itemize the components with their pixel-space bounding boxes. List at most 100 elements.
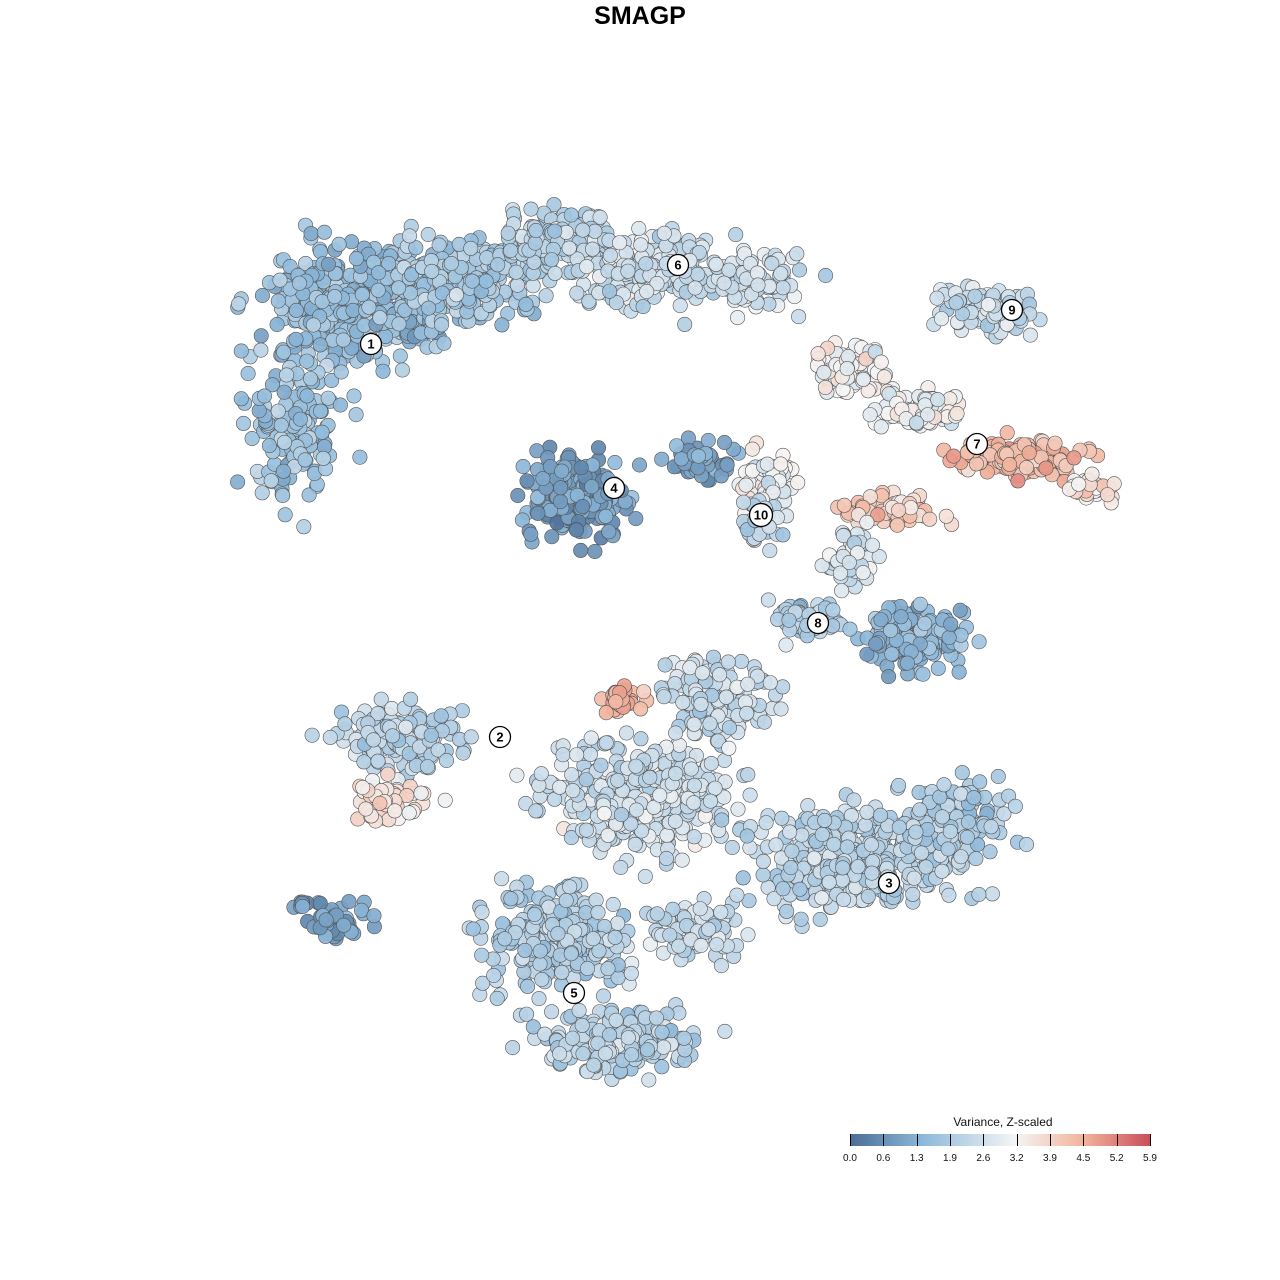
data-point: [610, 915, 626, 931]
data-point: [298, 255, 314, 271]
data-point: [327, 289, 343, 305]
data-point: [269, 316, 285, 332]
data-point: [322, 729, 338, 745]
data-point: [817, 379, 833, 395]
legend-tick-label: 0.6: [876, 1153, 891, 1164]
data-point: [891, 777, 907, 793]
data-point: [292, 411, 308, 427]
data-point: [778, 637, 794, 653]
data-point: [693, 696, 709, 712]
legend-tick-mark: [916, 1134, 918, 1146]
data-point: [863, 837, 879, 853]
data-point: [686, 777, 702, 793]
data-point: [598, 735, 614, 751]
data-point: [639, 283, 655, 299]
data-point: [855, 565, 871, 581]
data-point: [490, 257, 506, 273]
data-point: [253, 328, 269, 344]
data-point: [401, 805, 417, 821]
data-point: [233, 343, 249, 359]
data-point: [656, 1039, 672, 1055]
data-point: [929, 290, 945, 306]
data-point: [437, 792, 453, 808]
data-point: [903, 500, 919, 516]
data-point: [628, 511, 644, 527]
data-point: [648, 1010, 664, 1026]
data-point: [381, 255, 397, 271]
data-point: [814, 826, 830, 842]
data-point: [526, 906, 542, 922]
data-point: [817, 812, 833, 828]
data-point: [305, 317, 321, 333]
data-point: [583, 730, 599, 746]
data-point: [519, 473, 535, 489]
data-point: [1022, 327, 1038, 343]
cluster-label-text: 4: [610, 481, 618, 496]
data-point: [584, 241, 600, 257]
data-point: [713, 904, 729, 920]
data-point: [959, 829, 975, 845]
data-point: [276, 434, 292, 450]
data-point: [299, 353, 315, 369]
data-point: [608, 1012, 624, 1028]
data-point: [607, 929, 623, 945]
data-point: [673, 451, 689, 467]
data-point: [527, 235, 543, 251]
data-point: [509, 767, 525, 783]
data-point: [391, 316, 407, 332]
data-point: [397, 302, 413, 318]
data-point: [812, 911, 828, 927]
data-point: [687, 280, 703, 296]
data-point: [721, 740, 737, 756]
data-point: [464, 273, 480, 289]
cluster-label-text: 1: [367, 337, 374, 352]
data-point: [585, 931, 601, 947]
data-point: [233, 391, 249, 407]
legend-color-bar: [850, 1134, 1150, 1146]
data-point: [574, 1017, 590, 1033]
data-point: [876, 369, 892, 385]
data-point: [587, 543, 603, 559]
data-point: [392, 348, 408, 364]
data-point: [806, 850, 822, 866]
data-point: [424, 263, 440, 279]
cluster-label-1: 1: [359, 332, 383, 356]
data-point: [633, 731, 649, 747]
data-point: [835, 891, 851, 907]
data-point: [638, 256, 654, 272]
data-point: [343, 234, 359, 250]
legend-tick-mark: [1050, 1134, 1051, 1146]
data-point: [593, 757, 609, 773]
data-point: [497, 931, 513, 947]
data-point: [739, 705, 755, 721]
data-point: [637, 868, 653, 884]
data-point: [716, 434, 732, 450]
data-point: [738, 477, 754, 493]
data-point: [949, 405, 965, 421]
data-point: [620, 263, 636, 279]
data-point: [790, 475, 806, 491]
data-point: [365, 732, 381, 748]
data-point: [1007, 798, 1023, 814]
data-point: [436, 335, 452, 351]
data-point: [667, 813, 683, 829]
data-point: [784, 843, 800, 859]
data-point: [966, 790, 982, 806]
data-point: [742, 787, 758, 803]
data-point: [544, 529, 560, 545]
cluster-label-6: 6: [666, 253, 690, 277]
data-point: [631, 457, 647, 473]
data-point: [893, 609, 909, 625]
data-point: [313, 403, 329, 419]
cluster-label-10: 10: [748, 502, 774, 528]
data-point: [579, 960, 595, 976]
data-point: [352, 449, 368, 465]
data-point: [775, 280, 791, 296]
data-point: [564, 1030, 580, 1046]
data-point: [520, 978, 536, 994]
data-point: [320, 256, 336, 272]
data-point: [423, 727, 439, 743]
data-point: [261, 438, 277, 454]
cluster-label-text: 2: [496, 730, 503, 745]
data-point: [1084, 466, 1100, 482]
